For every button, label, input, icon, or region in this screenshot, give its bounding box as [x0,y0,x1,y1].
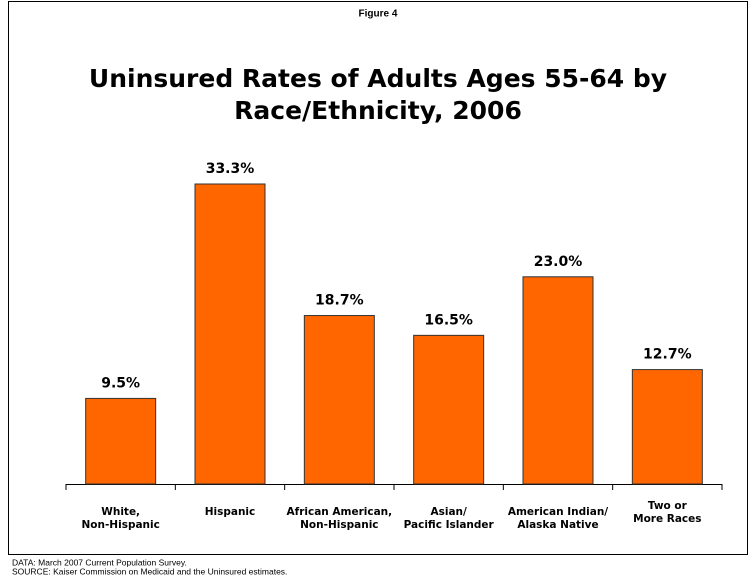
value-label: 16.5% [424,312,473,328]
value-label: 12.7% [643,347,692,363]
source-note: SOURCE: Kaiser Commission on Medicaid an… [12,566,287,576]
value-label: 9.5% [101,375,140,391]
x-tick-label: White, Non-Hispanic [81,506,159,531]
data-note: DATA: March 2007 Current Population Surv… [12,557,187,567]
bar [85,397,157,485]
bar [522,276,594,485]
x-tick-label: Two or More Races [633,500,701,525]
bar [413,334,485,485]
x-tick-label: Asian/Pacific Islander [404,506,495,531]
figure-label: Figure 4 [359,9,398,20]
chart-title: Uninsured Rates of Adults Ages 55-64 by R… [89,64,667,125]
x-tick-label: Hispanic [205,506,256,518]
bar [631,369,703,485]
value-label: 33.3% [206,161,255,177]
x-tick-label: American Indian/Alaska Native [508,506,608,531]
bar [194,183,266,485]
value-label: 23.0% [534,254,583,270]
x-tick-label: African American, Non-Hispanic [287,506,393,531]
bar [303,315,375,485]
value-label: 18.7% [315,293,364,309]
